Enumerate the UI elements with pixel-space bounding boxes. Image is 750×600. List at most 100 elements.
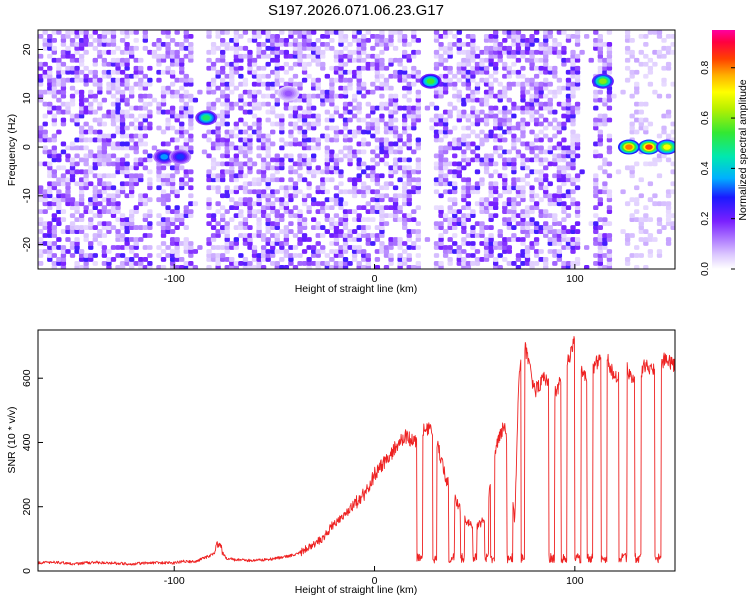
spectrogram-cell xyxy=(229,161,235,167)
spectrogram-cell xyxy=(520,129,526,135)
spectrogram-cell xyxy=(634,201,640,207)
spectrogram-cell xyxy=(538,213,544,219)
spectrogram-cell xyxy=(279,265,285,269)
spectrogram-cell xyxy=(297,61,303,67)
spectrogram-cell xyxy=(147,93,153,99)
spectrogram-cell xyxy=(602,265,608,269)
spectrogram-cell xyxy=(570,189,576,195)
spectrogram-cell xyxy=(606,265,613,269)
spectrogram-cell xyxy=(661,37,667,43)
spectrogram-cell xyxy=(406,157,412,163)
spectrogram-cell xyxy=(47,229,53,234)
spectrogram-cell xyxy=(188,245,194,250)
spectrogram-cell xyxy=(361,233,367,238)
spectrogram-cell xyxy=(638,225,644,230)
spectrogram-cell xyxy=(142,197,148,203)
spectrogram-cell xyxy=(452,197,458,203)
spectrogram-cell xyxy=(115,89,121,95)
spectrogram-cell xyxy=(597,57,603,63)
spectrogram-cell xyxy=(315,49,321,55)
spectrogram-cell xyxy=(397,149,403,155)
spectrogram-cell xyxy=(119,233,126,238)
spectrogram-cell xyxy=(388,33,394,39)
spectrogram-cell xyxy=(292,81,299,87)
spectrogram-cell xyxy=(506,201,512,207)
spectrogram-cell xyxy=(593,121,599,127)
spectrogram-cell xyxy=(397,37,403,43)
spectrogram-cell xyxy=(115,229,121,234)
spectrogram-cell xyxy=(652,237,658,242)
spectrogram-cell xyxy=(110,69,117,75)
spectrogram-cell xyxy=(242,109,249,115)
spectrogram-cell xyxy=(301,261,308,266)
spectrogram-cell xyxy=(529,97,535,103)
spectrogram-cell xyxy=(493,169,499,175)
spectrogram-cell xyxy=(593,173,599,179)
spectrogram-cell xyxy=(488,245,494,250)
spectrogram-cell xyxy=(556,229,563,234)
spectrogram-cell xyxy=(520,125,526,131)
spectrogram-cell xyxy=(561,121,567,127)
spectrogram-cell xyxy=(351,185,358,191)
spectrogram-cell xyxy=(638,61,644,67)
spectrogram-cell xyxy=(602,69,608,75)
spectrogram-cell xyxy=(497,45,503,51)
spectrogram-cell xyxy=(215,201,221,207)
spectrogram-cell xyxy=(511,61,517,67)
spectrogram-cell xyxy=(379,217,385,222)
spectrogram-cell xyxy=(597,129,603,135)
spectrogram-cell xyxy=(115,113,121,119)
spectrogram-cell xyxy=(647,81,654,87)
spectrogram-cell xyxy=(556,89,563,95)
spectrogram-cell xyxy=(101,181,108,187)
spectrogram-cell xyxy=(74,77,80,83)
spectrogram-cell xyxy=(69,169,76,175)
spectrogram-cell xyxy=(229,177,235,183)
spectrogram-cell xyxy=(388,169,394,175)
spectrogram-cell xyxy=(119,189,126,195)
spectrogram-cell xyxy=(83,233,89,238)
spectrogram-cell xyxy=(160,177,167,183)
spectrogram-cell xyxy=(106,173,112,179)
spectrogram-cell xyxy=(333,53,340,59)
spectrogram-cell xyxy=(361,117,367,123)
spectrogram-cell xyxy=(647,161,654,167)
spectrogram-cell xyxy=(634,217,640,222)
spectrogram-cell xyxy=(283,185,290,191)
spectrogram-cell xyxy=(242,197,249,203)
spectrogram-cell xyxy=(38,253,44,258)
spectrogram-cell xyxy=(47,169,53,175)
spectrogram-cell xyxy=(438,145,444,151)
spectrogram-cell xyxy=(606,193,613,199)
spectrogram-cell xyxy=(465,97,472,103)
spectrogram-cell xyxy=(374,153,381,159)
spectrogram-cell xyxy=(361,137,367,143)
spectrogram-cell xyxy=(447,169,453,175)
spectrogram-cell xyxy=(606,253,613,258)
spectrogram-cell xyxy=(88,129,94,135)
spectrogram-cell xyxy=(101,209,108,215)
spectrogram-cell xyxy=(392,105,399,111)
spectrogram-cell xyxy=(479,161,485,167)
spectrogram-cell xyxy=(51,153,57,159)
spectrogram-cell xyxy=(256,253,262,258)
spectrogram-cell xyxy=(483,153,490,159)
spectrogram-cell xyxy=(470,129,476,135)
spectrogram-cell xyxy=(438,265,444,269)
spectrogram-cell xyxy=(361,217,367,222)
spectrogram-cell xyxy=(242,261,249,266)
spectrogram-cell xyxy=(547,193,553,199)
spectrogram-cell xyxy=(260,81,267,87)
spectrogram-cell xyxy=(433,161,440,167)
spectrogram-cell xyxy=(383,65,390,71)
spectrogram-cell xyxy=(306,73,312,79)
spectrogram-cell xyxy=(279,125,285,131)
spectrogram-cell xyxy=(306,30,312,35)
spectrogram-cell xyxy=(524,145,531,151)
spectrogram-cell xyxy=(333,157,340,163)
spectrogram-cell xyxy=(265,201,271,207)
spectrogram-cell xyxy=(356,41,362,47)
spectrogram-cell xyxy=(506,65,512,71)
spectrogram-cell xyxy=(497,153,503,159)
spectrogram-cell xyxy=(570,49,576,55)
